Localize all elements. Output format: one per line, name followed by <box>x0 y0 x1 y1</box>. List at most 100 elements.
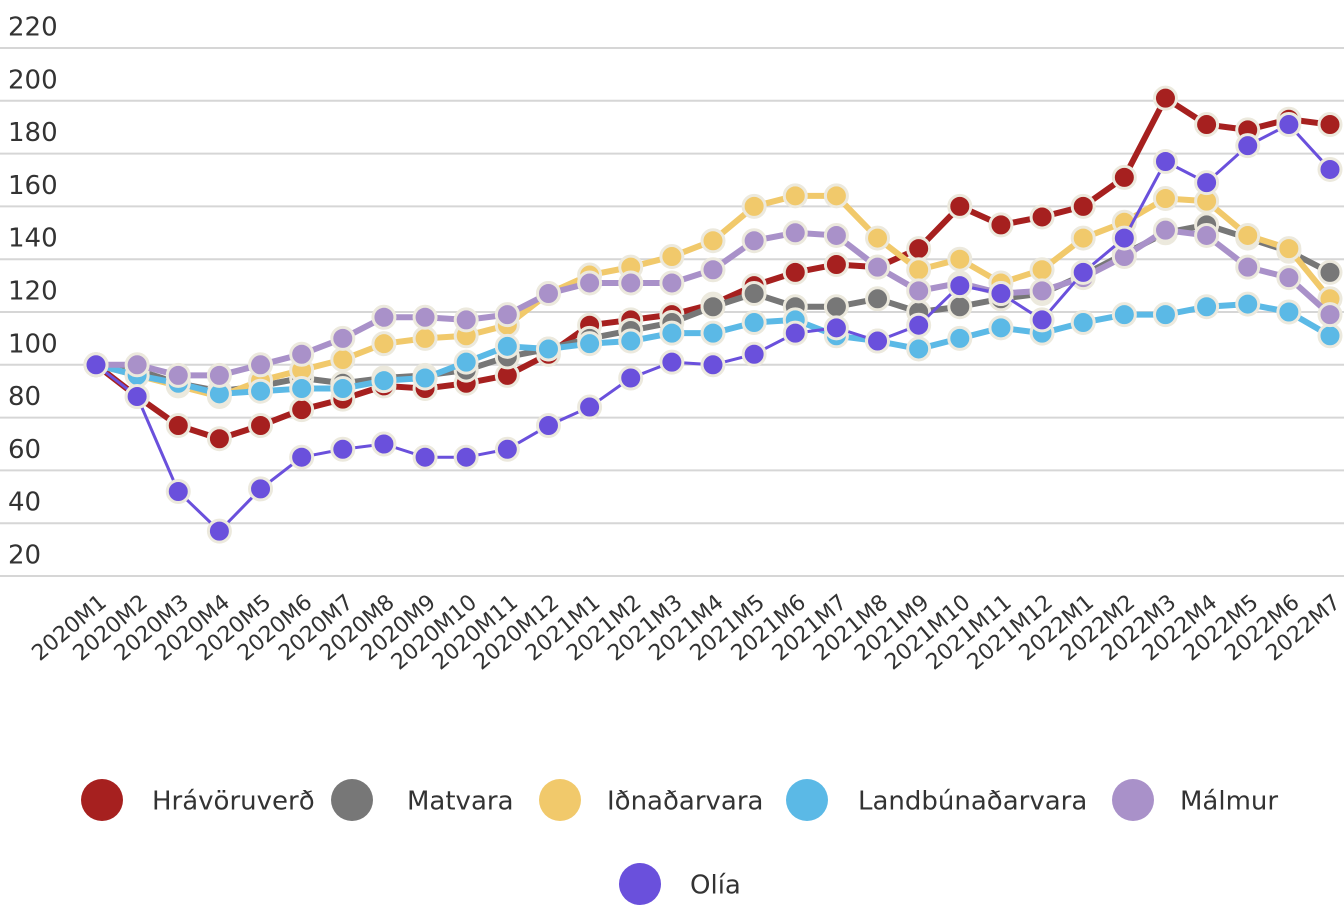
data-point <box>1194 170 1220 196</box>
data-point <box>1152 217 1178 243</box>
data-point <box>577 331 603 357</box>
data-point <box>947 325 973 351</box>
data-point <box>700 294 726 320</box>
data-point <box>1235 133 1261 159</box>
data-point <box>988 281 1014 307</box>
data-point <box>618 365 644 391</box>
data-point <box>947 193 973 219</box>
data-point <box>577 270 603 296</box>
data-point <box>782 320 808 346</box>
data-point <box>782 259 808 285</box>
data-point <box>1111 225 1137 251</box>
y-tick-label: 120 <box>8 277 58 307</box>
data-point <box>535 281 561 307</box>
data-point <box>165 479 191 505</box>
data-point <box>206 518 232 544</box>
data-point <box>865 286 891 312</box>
data-point <box>1070 193 1096 219</box>
data-point <box>1276 299 1302 325</box>
data-point <box>248 352 274 378</box>
data-point <box>618 270 644 296</box>
data-point <box>371 368 397 394</box>
data-point <box>741 228 767 254</box>
data-point <box>1276 265 1302 291</box>
y-tick-label: 140 <box>8 224 58 254</box>
data-point <box>1152 85 1178 111</box>
data-point <box>1194 222 1220 248</box>
data-point <box>659 244 685 270</box>
data-point <box>535 336 561 362</box>
data-point <box>453 349 479 375</box>
data-point <box>1111 302 1137 328</box>
data-point <box>906 257 932 283</box>
data-point <box>1152 185 1178 211</box>
data-point <box>124 383 150 409</box>
data-point <box>289 376 315 402</box>
data-point <box>1029 257 1055 283</box>
data-point <box>494 436 520 462</box>
data-point <box>453 307 479 333</box>
data-point <box>947 294 973 320</box>
data-point <box>741 281 767 307</box>
data-point <box>412 365 438 391</box>
data-point <box>83 352 109 378</box>
data-point <box>1317 112 1343 138</box>
data-point <box>659 270 685 296</box>
data-point <box>659 320 685 346</box>
legend-swatch <box>81 779 123 821</box>
data-point <box>1070 259 1096 285</box>
data-point <box>165 362 191 388</box>
legend-label: Hrávöruverð <box>152 787 315 817</box>
data-point <box>124 352 150 378</box>
data-point <box>494 333 520 359</box>
data-point <box>1070 225 1096 251</box>
data-point <box>947 273 973 299</box>
data-point <box>1194 294 1220 320</box>
data-point <box>248 378 274 404</box>
data-point <box>1317 302 1343 328</box>
data-point <box>453 444 479 470</box>
data-point <box>1029 204 1055 230</box>
data-point <box>1029 278 1055 304</box>
data-point <box>248 413 274 439</box>
y-tick-label: 220 <box>8 13 58 43</box>
data-point <box>206 426 232 452</box>
y-tick-label: 200 <box>8 65 58 95</box>
legend-swatch <box>539 779 581 821</box>
data-point <box>741 193 767 219</box>
data-point <box>371 431 397 457</box>
data-point <box>1317 323 1343 349</box>
data-point <box>535 413 561 439</box>
legend-label: Matvara <box>407 787 514 817</box>
legend-label: Landbúnaðarvara <box>858 787 1087 817</box>
data-point <box>371 331 397 357</box>
data-point <box>1194 112 1220 138</box>
y-tick-label: 20 <box>8 541 41 571</box>
data-point <box>988 315 1014 341</box>
data-point <box>823 315 849 341</box>
y-tick-label: 80 <box>8 382 41 412</box>
data-point <box>988 212 1014 238</box>
legend-label: Iðnaðarvara <box>607 787 763 817</box>
data-point <box>165 413 191 439</box>
data-point <box>865 225 891 251</box>
legend-swatch <box>786 779 828 821</box>
data-point <box>865 254 891 280</box>
data-point <box>330 347 356 373</box>
data-point <box>1152 302 1178 328</box>
y-tick-label: 40 <box>8 488 41 518</box>
legend-swatch <box>619 863 661 905</box>
data-point <box>618 328 644 354</box>
data-point <box>494 302 520 328</box>
data-point <box>1235 291 1261 317</box>
data-point <box>700 228 726 254</box>
data-point <box>865 328 891 354</box>
data-point <box>823 251 849 277</box>
data-point <box>906 236 932 262</box>
data-point <box>330 376 356 402</box>
data-point <box>906 312 932 338</box>
data-point <box>823 222 849 248</box>
data-point <box>412 444 438 470</box>
data-point <box>1276 236 1302 262</box>
